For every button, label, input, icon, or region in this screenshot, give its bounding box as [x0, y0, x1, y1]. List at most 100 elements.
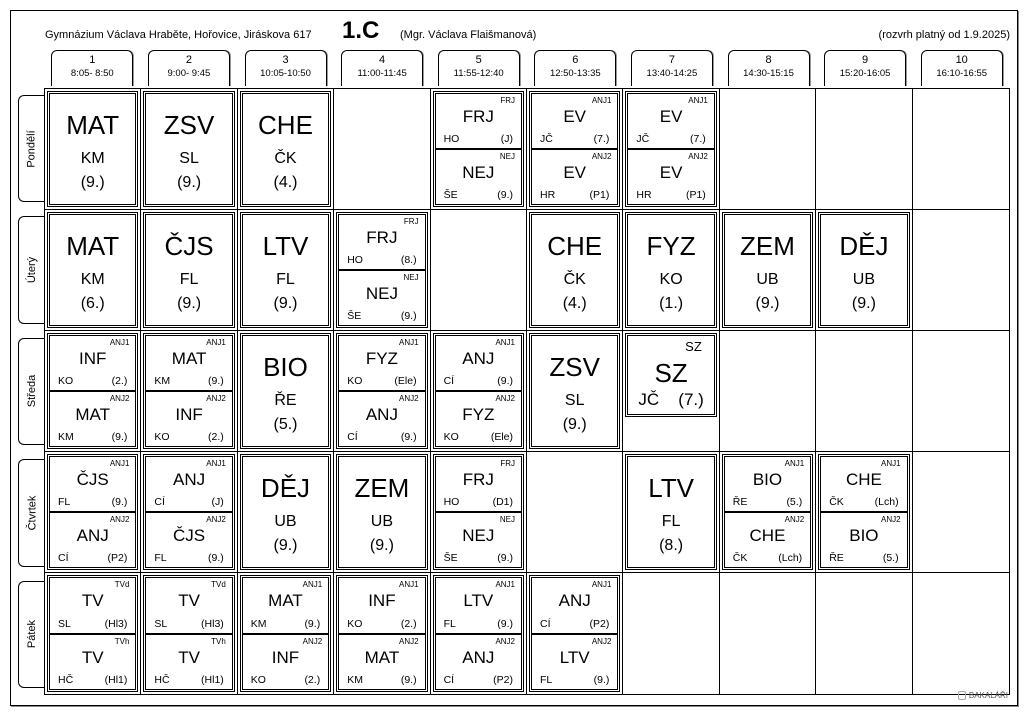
group-lesson[interactable]: ANJ2 BIO ŘE (5.) [821, 511, 907, 567]
group: NEJ [499, 515, 515, 524]
lesson-card[interactable]: CHE ČK (4.) [239, 91, 332, 207]
group-lesson[interactable]: ANJ2 ANJ CÍ (9.) [339, 390, 425, 446]
group: TVd [114, 580, 130, 589]
lesson-card[interactable]: ZSV SL (9.) [143, 91, 235, 207]
group-lesson[interactable]: ANJ2 INF KO (2.) [146, 390, 232, 446]
split-lesson-card: ANJ1 LTV FL (9.) ANJ2 ANJ CÍ (P2) [432, 575, 524, 692]
subject: MAT [268, 591, 303, 610]
lesson-card[interactable]: BIO ŘE (5.) [239, 333, 332, 449]
group-lesson[interactable]: ANJ1 EV JČ (7.) [532, 94, 617, 148]
group-lesson[interactable]: ANJ1 INF KO (2.) [50, 336, 135, 390]
group-lesson[interactable]: ANJ1 LTV FL (9.) [436, 578, 521, 633]
group-lesson[interactable]: ANJ2 EV HR (P1) [532, 148, 618, 204]
group-lesson[interactable]: ANJ2 LTV FL (9.) [532, 632, 618, 690]
group-lesson[interactable]: ANJ1 INF KO (2.) [339, 578, 424, 633]
group-lesson[interactable]: NEJ NEJ ŠE (9.) [339, 269, 425, 325]
group-lesson[interactable]: ANJ1 MAT KM (9.) [146, 336, 231, 390]
lesson-card[interactable]: LTV FL (9.) [239, 212, 332, 328]
group-lesson[interactable]: ANJ1 ČJS FL (9.) [50, 457, 135, 511]
teacher: FL [661, 513, 681, 530]
timetable-slot [912, 210, 1009, 331]
room: (J) [500, 133, 513, 145]
lesson-card[interactable]: SZ SZ JČ (7.) [625, 333, 717, 417]
day-label: Úterý [18, 216, 45, 324]
group-lesson[interactable]: ANJ2 ANJ CÍ (P2) [435, 632, 521, 690]
timetable-slot: FRJ FRJ HO (D1) NEJ NEJ ŠE (9.) [430, 452, 527, 573]
group-lesson[interactable]: TVd TV SL (Hl3) [50, 578, 135, 633]
subject: ANJ [558, 591, 591, 610]
teacher: HO [443, 133, 460, 145]
group-lesson[interactable]: ANJ1 ANJ CÍ (P2) [532, 578, 617, 633]
group-lesson[interactable]: TVd TV SL (Hl3) [146, 578, 231, 633]
subject: INF [79, 349, 107, 368]
lesson-card[interactable]: LTV FL (8.) [625, 454, 717, 570]
subject: ANJ [365, 405, 398, 424]
lesson-card[interactable]: ZSV SL (9.) [529, 333, 621, 449]
period-header: 8 14:30-15:15 [727, 50, 810, 86]
group-lesson[interactable]: ANJ2 EV HR (P1) [628, 148, 714, 204]
lesson-card[interactable]: MAT KM (9.) [47, 91, 139, 207]
group-lesson[interactable]: TVh TV HČ (Hl1) [50, 632, 136, 690]
group: ANJ2 [591, 636, 612, 646]
group-lesson[interactable]: ANJ2 CHE ČK (Lch) [724, 511, 811, 567]
room: (9.) [562, 416, 587, 433]
group-lesson[interactable]: ANJ2 INF KO (2.) [242, 632, 329, 690]
teacher: CÍ [58, 552, 69, 564]
group: TVd [211, 580, 226, 589]
teacher: KM [250, 617, 267, 630]
room: (9.) [273, 537, 298, 554]
split-lesson-card: TVd TV SL (Hl3) TVh TV HČ (Hl1) [47, 575, 139, 692]
period-time: 8:05- 8:50 [70, 68, 114, 79]
valid-from: (rozvrh platný od 1.9.2025) [878, 29, 1010, 41]
lesson-card[interactable]: DĚJ UB (9.) [818, 212, 910, 328]
timetable-slot [816, 89, 913, 210]
lesson-card[interactable]: ZEM UB (9.) [721, 212, 814, 328]
lesson-card[interactable]: FYZ KO (1.) [625, 212, 717, 328]
group-lesson[interactable]: FRJ FRJ HO (8.) [339, 215, 424, 269]
timetable-slot: TVd TV SL (Hl3) TVh TV HČ (Hl1) [45, 573, 142, 694]
room: (Ele) [394, 375, 417, 387]
split-lesson-card: ANJ1 ANJ CÍ (P2) ANJ2 LTV FL (9.) [529, 575, 621, 692]
lesson-card[interactable]: ZEM UB (9.) [336, 454, 428, 570]
group-lesson[interactable]: ANJ1 BIO ŘE (5.) [725, 457, 810, 511]
lesson-card[interactable]: ČJS FL (9.) [143, 212, 235, 328]
group: ANJ2 [302, 636, 323, 646]
room: (9.) [497, 617, 513, 630]
group-lesson[interactable]: FRJ FRJ HO (D1) [436, 457, 521, 511]
group-lesson[interactable]: ANJ1 CHE ČK (Lch) [821, 457, 906, 511]
room: (9.) [111, 496, 128, 508]
group-lesson[interactable]: ANJ2 ČJS FL (9.) [146, 511, 232, 567]
teacher: FL [154, 552, 167, 564]
group-lesson[interactable]: ANJ2 ANJ CÍ (P2) [50, 511, 136, 567]
lesson-card[interactable]: MAT KM (6.) [47, 212, 139, 328]
group-lesson[interactable]: NEJ NEJ ŠE (9.) [435, 148, 521, 204]
group: ANJ1 [495, 580, 515, 589]
group-lesson[interactable]: TVh TV HČ (Hl1) [146, 632, 232, 690]
timetable-grid: MAT KM (9.) ZSV SL (9.) CHE ČK (4.) FRJ FRJ HO (J) NE… [44, 88, 1010, 695]
group: ANJ1 [881, 459, 901, 468]
split-lesson-card: ANJ1 ANJ CÍ (9.) ANJ2 FYZ KO (Ele) [432, 333, 524, 449]
subject: ZSV [163, 110, 215, 140]
room: (4.) [562, 295, 587, 312]
group: FRJ [500, 459, 515, 468]
lesson-card[interactable]: CHE ČK (4.) [529, 212, 621, 328]
teacher: JČ [540, 133, 553, 145]
subject: MAT [364, 647, 400, 667]
group-lesson[interactable]: ANJ1 FYZ KO (Ele) [339, 336, 424, 390]
group: ANJ2 [688, 152, 708, 161]
group-lesson[interactable]: ANJ1 ANJ CÍ (J) [146, 457, 231, 511]
group-lesson[interactable]: ANJ1 ANJ CÍ (9.) [436, 336, 521, 390]
teacher: KO [347, 617, 363, 630]
day-name: Pátek [26, 620, 39, 649]
bakalari-logo: BAKALÁŘI [957, 691, 1008, 700]
group-lesson[interactable]: ANJ1 EV JČ (7.) [628, 94, 713, 148]
teacher: CÍ [347, 431, 358, 443]
group-lesson[interactable]: ANJ1 MAT KM (9.) [243, 578, 328, 633]
timetable-slot: BIO ŘE (5.) [237, 331, 335, 452]
group-lesson[interactable]: ANJ2 FYZ KO (Ele) [435, 390, 521, 446]
lesson-card[interactable]: DĚJ UB (9.) [239, 454, 332, 570]
group-lesson[interactable]: FRJ FRJ HO (J) [436, 94, 521, 148]
group-lesson[interactable]: ANJ2 MAT KM (9.) [339, 632, 425, 690]
group-lesson[interactable]: NEJ NEJ ŠE (9.) [435, 511, 521, 567]
group-lesson[interactable]: ANJ2 MAT KM (9.) [50, 390, 136, 446]
